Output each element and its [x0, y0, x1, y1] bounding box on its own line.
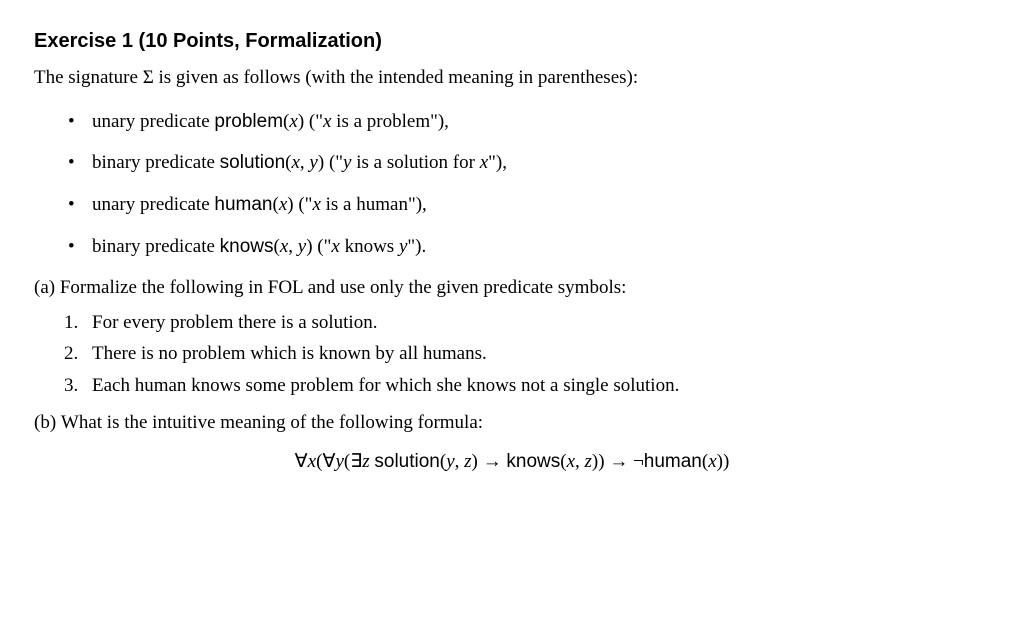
desc-rest: "), [488, 152, 507, 173]
forall-symbol: ∀ [322, 451, 335, 472]
var-x: x [308, 451, 316, 472]
predicate-human: human [644, 451, 702, 472]
var-z: z [362, 451, 369, 472]
predicate-list: unary predicate problem(x) ("x is a prob… [34, 101, 990, 268]
var-y: y [446, 451, 454, 472]
var-z: z [464, 451, 471, 472]
list-item: Each human knows some problem for which … [34, 370, 990, 402]
var-y: y [298, 236, 306, 257]
formula-display: ∀x(∀y(∃z solution(y, z) → knows(x, z)) →… [34, 449, 990, 475]
lead-text: unary predicate [92, 194, 214, 215]
arrow-symbol: → [478, 451, 507, 472]
arrow-symbol: → [605, 451, 634, 472]
list-item: There is no problem which is known by al… [34, 338, 990, 370]
item-text: There is no problem which is known by al… [92, 343, 487, 364]
list-item: unary predicate human(x) ("x is a human"… [34, 184, 990, 226]
predicate-name: knows [220, 236, 274, 257]
desc-mid: knows [340, 236, 399, 257]
var-x: x [708, 451, 716, 472]
var-y: y [335, 451, 343, 472]
exists-symbol: ∃ [350, 451, 362, 472]
comma: , [575, 451, 585, 472]
var-x: x [291, 152, 299, 173]
list-item: binary predicate knows(x, y) ("x knows y… [34, 226, 990, 268]
desc-open: (" [313, 236, 332, 257]
var-z: z [585, 451, 592, 472]
predicate-name: problem [214, 111, 283, 132]
list-item: unary predicate problem(x) ("x is a prob… [34, 101, 990, 143]
desc-rest: is a problem"), [331, 111, 449, 132]
predicate-solution: solution [374, 451, 440, 472]
exercise-page: Exercise 1 (10 Points, Formalization) Th… [0, 0, 1024, 634]
comma: , [455, 451, 465, 472]
desc-open: (" [324, 152, 343, 173]
desc-mid: is a solution for [351, 152, 479, 173]
paren-close: ) [723, 451, 729, 472]
lead-text: binary predicate [92, 152, 220, 173]
predicate-name: solution [220, 152, 286, 173]
exercise-title: Exercise 1 (10 Points, Formalization) [34, 28, 990, 55]
lead-text: binary predicate [92, 236, 220, 257]
item-text: For every problem there is a solution. [92, 312, 377, 333]
forall-symbol: ∀ [295, 451, 308, 472]
var-x: x [289, 111, 297, 132]
var-y: y [309, 152, 317, 173]
intro-prefix: The signature [34, 67, 143, 88]
comma: , [300, 152, 310, 173]
neg-symbol: ¬ [633, 451, 644, 472]
desc-open: (" [294, 194, 313, 215]
part-a-text: Formalize the following in FOL and use o… [60, 277, 627, 298]
sigma-symbol: Σ [143, 67, 154, 88]
var-x: x [480, 152, 488, 173]
var-x: x [279, 194, 287, 215]
comma: , [288, 236, 298, 257]
desc-open: (" [304, 111, 323, 132]
part-b: (b) What is the intuitive meaning of the… [34, 410, 990, 436]
list-item: binary predicate solution(x, y) ("y is a… [34, 142, 990, 184]
intro-suffix: is given as follows (with the intended m… [154, 67, 638, 88]
part-b-text: What is the intuitive meaning of the fol… [61, 412, 483, 433]
desc-rest: is a human"), [321, 194, 427, 215]
var-x: x [567, 451, 575, 472]
predicate-knows: knows [506, 451, 560, 472]
part-a-label: (a) [34, 277, 55, 298]
part-b-label: (b) [34, 412, 56, 433]
part-a: (a) Formalize the following in FOL and u… [34, 275, 990, 301]
predicate-name: human [214, 194, 272, 215]
var-x: x [312, 194, 320, 215]
desc-rest: "). [407, 236, 426, 257]
subtask-list: For every problem there is a solution. T… [34, 307, 990, 402]
list-item: For every problem there is a solution. [34, 307, 990, 339]
item-text: Each human knows some problem for which … [92, 375, 679, 396]
intro-line: The signature Σ is given as follows (wit… [34, 65, 990, 91]
var-x: x [331, 236, 339, 257]
lead-text: unary predicate [92, 111, 214, 132]
